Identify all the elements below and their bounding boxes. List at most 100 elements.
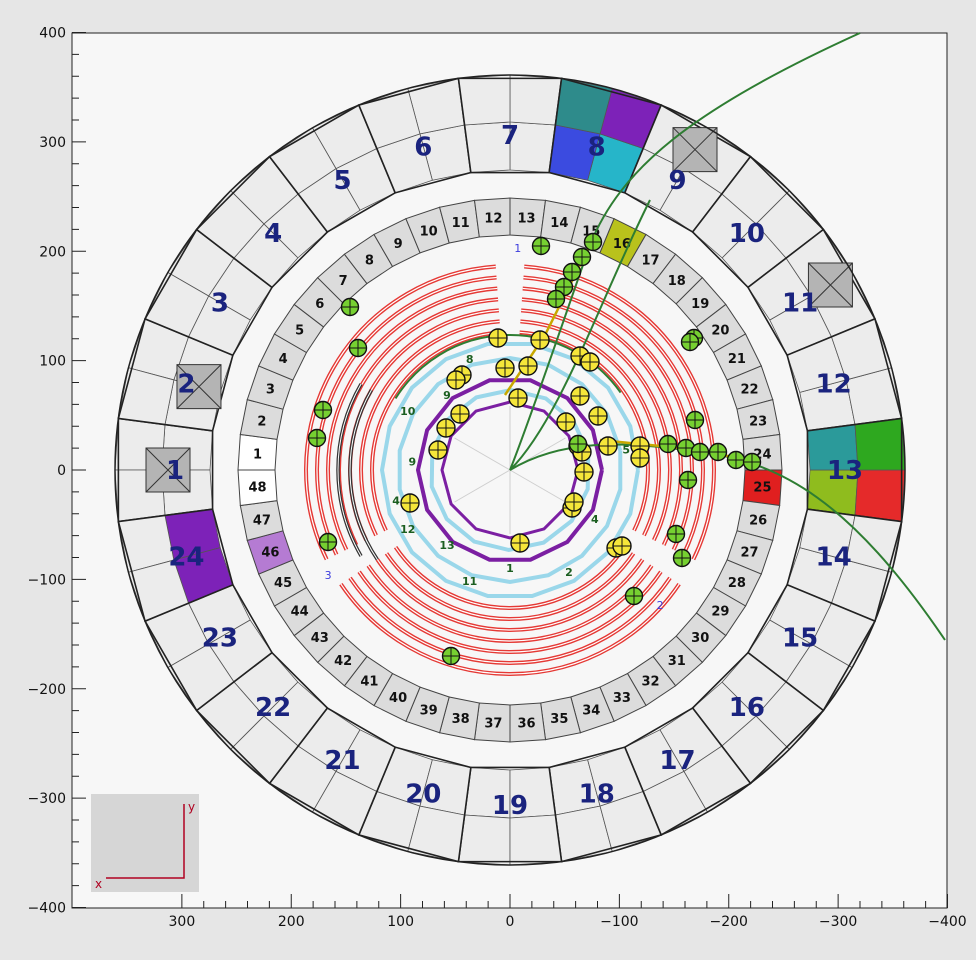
drift-chamber-wire xyxy=(360,320,500,536)
tracker-layer-label: 12 xyxy=(400,523,415,536)
x-tick-label: 200 xyxy=(278,914,305,930)
hit-cross xyxy=(309,430,325,446)
hit-cross xyxy=(660,436,676,452)
hit-cross xyxy=(511,534,529,552)
tracker-layer-label: 1 xyxy=(506,562,514,575)
drift-chamber-wire xyxy=(524,265,715,560)
tracker-layer-label: 4 xyxy=(591,513,599,526)
y-tick-label: 100 xyxy=(39,354,66,370)
dead-module-marker xyxy=(672,127,718,173)
crystal-label: 4 xyxy=(279,352,288,367)
straw-ring xyxy=(440,400,580,540)
outer-segment-label: 22 xyxy=(255,693,291,723)
hit-cross xyxy=(744,454,760,470)
hit-cross xyxy=(564,264,580,280)
crystal-label: 36 xyxy=(518,716,536,731)
hit-cross xyxy=(571,387,589,405)
hit-cross xyxy=(533,238,549,254)
x-tick-label: −200 xyxy=(710,914,748,930)
hit-cross xyxy=(531,331,549,349)
outer-segment-label: 14 xyxy=(815,543,851,573)
crystal-label: 40 xyxy=(389,691,407,706)
drift-chamber-wire xyxy=(358,571,662,653)
outer-segment-label: 10 xyxy=(729,219,765,249)
crystal-label: 47 xyxy=(253,513,271,528)
hit-cross xyxy=(575,463,593,481)
crystal-label: 13 xyxy=(518,212,536,227)
hit-cross xyxy=(626,588,642,604)
axes: 300 200 100 0 −100 −200 −300 −400 400 300 200 100 0 −… xyxy=(28,26,967,931)
crystal-label: 41 xyxy=(360,674,378,689)
hit-cross xyxy=(574,249,590,265)
drift-chamber-wire xyxy=(395,546,625,609)
outer-segment-label: 12 xyxy=(815,369,851,399)
hit-cross xyxy=(570,436,586,452)
crystal-label: 6 xyxy=(315,297,324,312)
tracker-layer-label: 9 xyxy=(409,455,417,468)
hit-cross xyxy=(710,444,726,460)
drift-chamber-wire xyxy=(522,287,693,551)
crystal-label: 21 xyxy=(728,352,746,367)
outer-segment-label: 2 xyxy=(177,369,195,399)
outer-segment-label: 24 xyxy=(168,543,204,573)
x-tick-label: −100 xyxy=(600,914,638,930)
crystal-label: 20 xyxy=(711,323,729,338)
hit-cross xyxy=(489,329,507,347)
hit-cross xyxy=(692,444,708,460)
outer-segment-label: 16 xyxy=(729,693,765,723)
crystal-label: 11 xyxy=(452,216,470,231)
drift-chamber-wire xyxy=(523,276,704,555)
outer-segment-label: 7 xyxy=(501,121,519,151)
crystal-label: 19 xyxy=(691,297,709,312)
hit-cross xyxy=(496,359,514,377)
drift-chamber-wire xyxy=(376,559,644,631)
hit-cross xyxy=(437,419,455,437)
axis-indicator-y-label: y xyxy=(188,800,195,814)
x-tick-label: −400 xyxy=(928,914,966,930)
hit-cross xyxy=(680,472,696,488)
crystal-label: 28 xyxy=(728,576,746,591)
crystal-label: 34 xyxy=(582,704,600,719)
chamber-arm-label: 3 xyxy=(325,569,332,582)
outer-segment-label: 5 xyxy=(333,166,351,196)
outer-module-cell xyxy=(509,814,563,866)
tracker-layer-label: 13 xyxy=(439,539,454,552)
y-tick-label: −100 xyxy=(28,572,66,588)
hit-cross xyxy=(613,537,631,555)
hit-cross xyxy=(682,334,698,350)
outer-segment-label: 15 xyxy=(782,624,818,654)
drift-chamber-wire xyxy=(305,265,496,560)
dead-module-marker xyxy=(807,262,853,308)
drift-chamber-wire xyxy=(521,309,671,541)
crystal-label: 9 xyxy=(394,237,403,252)
crystal-label: 44 xyxy=(291,605,309,620)
crystal-label: 17 xyxy=(642,254,660,269)
crystal-label: 23 xyxy=(749,415,767,430)
tracker-layer-label: 4 xyxy=(392,495,400,508)
crystal-label: 32 xyxy=(642,674,660,689)
inner-spoke xyxy=(454,469,511,503)
y-tick-label: 400 xyxy=(39,26,66,42)
x-tick-label: 100 xyxy=(387,914,414,930)
axis-indicator-arrows xyxy=(106,804,185,879)
crystal-label: 30 xyxy=(691,631,709,646)
inner-spoke xyxy=(509,469,566,503)
hit-cross xyxy=(519,357,537,375)
crystal-label: 43 xyxy=(311,631,329,646)
hit-cross xyxy=(728,452,744,468)
crystal-label: 45 xyxy=(274,576,292,591)
outer-boundary xyxy=(114,74,906,866)
crystal-label: 8 xyxy=(365,254,374,269)
straw-ring xyxy=(429,387,591,553)
crystal-label: 1 xyxy=(253,447,262,462)
crystal-label: 39 xyxy=(420,704,438,719)
tracker-layer-label: 9 xyxy=(443,389,451,402)
hit-cross xyxy=(599,437,617,455)
outer-segment-label: 18 xyxy=(579,780,615,810)
y-tick-label: −200 xyxy=(28,682,66,698)
crystal-label: 27 xyxy=(741,545,759,560)
drift-chamber-wire xyxy=(337,383,362,557)
